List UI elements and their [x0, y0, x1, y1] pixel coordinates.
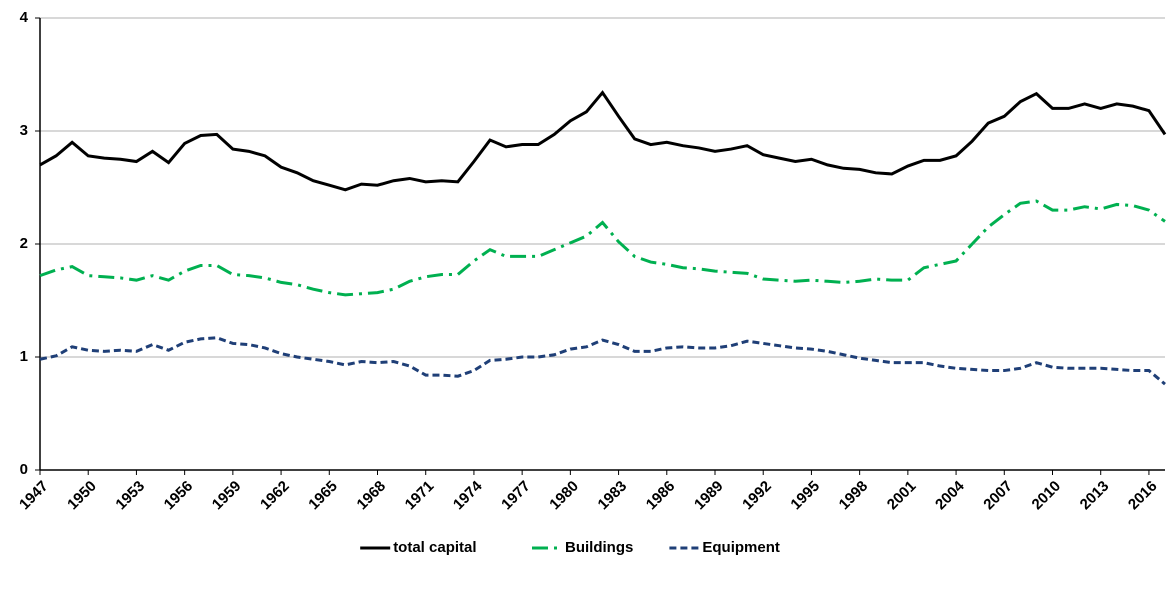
- x-tick-label: 1971: [402, 478, 438, 514]
- x-tick-label: 2016: [1125, 478, 1161, 514]
- series-line: [39, 199, 1166, 297]
- x-tick-label: 1947: [16, 478, 52, 514]
- x-tick-label: 1965: [305, 478, 341, 514]
- x-tick-label: 1959: [209, 478, 245, 514]
- x-tick-label: 2013: [1077, 478, 1113, 514]
- x-tick-label: 1953: [112, 478, 148, 514]
- x-tick-label: 1974: [450, 477, 486, 513]
- x-tick-label: 2010: [1029, 478, 1065, 514]
- x-tick-label: 1962: [257, 478, 293, 514]
- x-tick-label: 1983: [595, 478, 631, 514]
- y-tick-label: 2: [20, 235, 28, 252]
- x-tick-label: 1989: [691, 478, 727, 514]
- x-tick-label: 1980: [546, 478, 582, 514]
- y-tick-label: 0: [20, 461, 28, 478]
- legend-label: Buildings: [565, 539, 633, 556]
- x-tick-label: 1950: [64, 478, 100, 514]
- x-tick-label: 1968: [354, 478, 390, 514]
- y-tick-label: 3: [20, 122, 28, 139]
- x-tick-label: 1986: [643, 478, 679, 514]
- x-tick-label: 1956: [161, 478, 197, 514]
- x-tick-label: 1977: [498, 478, 534, 514]
- x-tick-label: 1995: [787, 478, 823, 514]
- x-tick-label: 1992: [739, 478, 775, 514]
- legend-label: Equipment: [702, 539, 780, 556]
- series-line: [39, 90, 1167, 192]
- x-tick-label: 2004: [932, 477, 968, 513]
- series-line: [39, 336, 1166, 386]
- x-tick-label: 1998: [836, 478, 872, 514]
- x-tick-label: 2001: [884, 478, 920, 514]
- legend-label: total capital: [393, 539, 476, 556]
- y-tick-label: 1: [20, 348, 28, 365]
- y-tick-label: 4: [20, 9, 29, 26]
- x-tick-label: 2007: [980, 478, 1016, 514]
